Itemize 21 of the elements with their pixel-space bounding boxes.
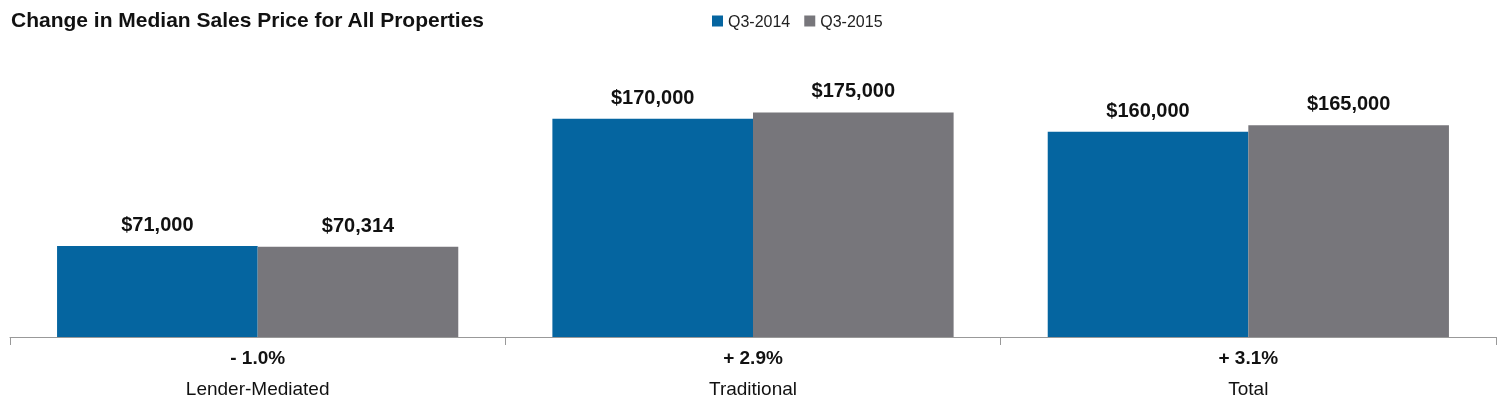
x-tick-label: Traditional [708, 378, 798, 399]
bar [1047, 131, 1249, 337]
x-tick-label: Lender-Mediated [185, 378, 330, 399]
data-label: $71,000 [121, 212, 194, 235]
text: + 2.9% [723, 346, 783, 368]
bar [753, 112, 954, 337]
bar [552, 118, 753, 337]
text: - 1.0% [230, 346, 286, 368]
data-label: $175,000 [811, 79, 896, 102]
data-label: $170,000 [610, 85, 695, 108]
bar [1248, 125, 1449, 337]
bar [57, 245, 258, 337]
legend-label: Q3-2014 [728, 12, 791, 30]
chart-title: Change in Median Sales Price for All Properties [11, 8, 485, 31]
legend-label: Q3-2015 [820, 12, 883, 30]
x-tick-label: Total [1228, 378, 1269, 399]
data-label: $70,314 [321, 213, 395, 236]
text: + 3.1% [1218, 346, 1279, 368]
data-label: $165,000 [1306, 92, 1391, 115]
bar [257, 246, 459, 337]
data-label: $160,000 [1106, 98, 1190, 121]
